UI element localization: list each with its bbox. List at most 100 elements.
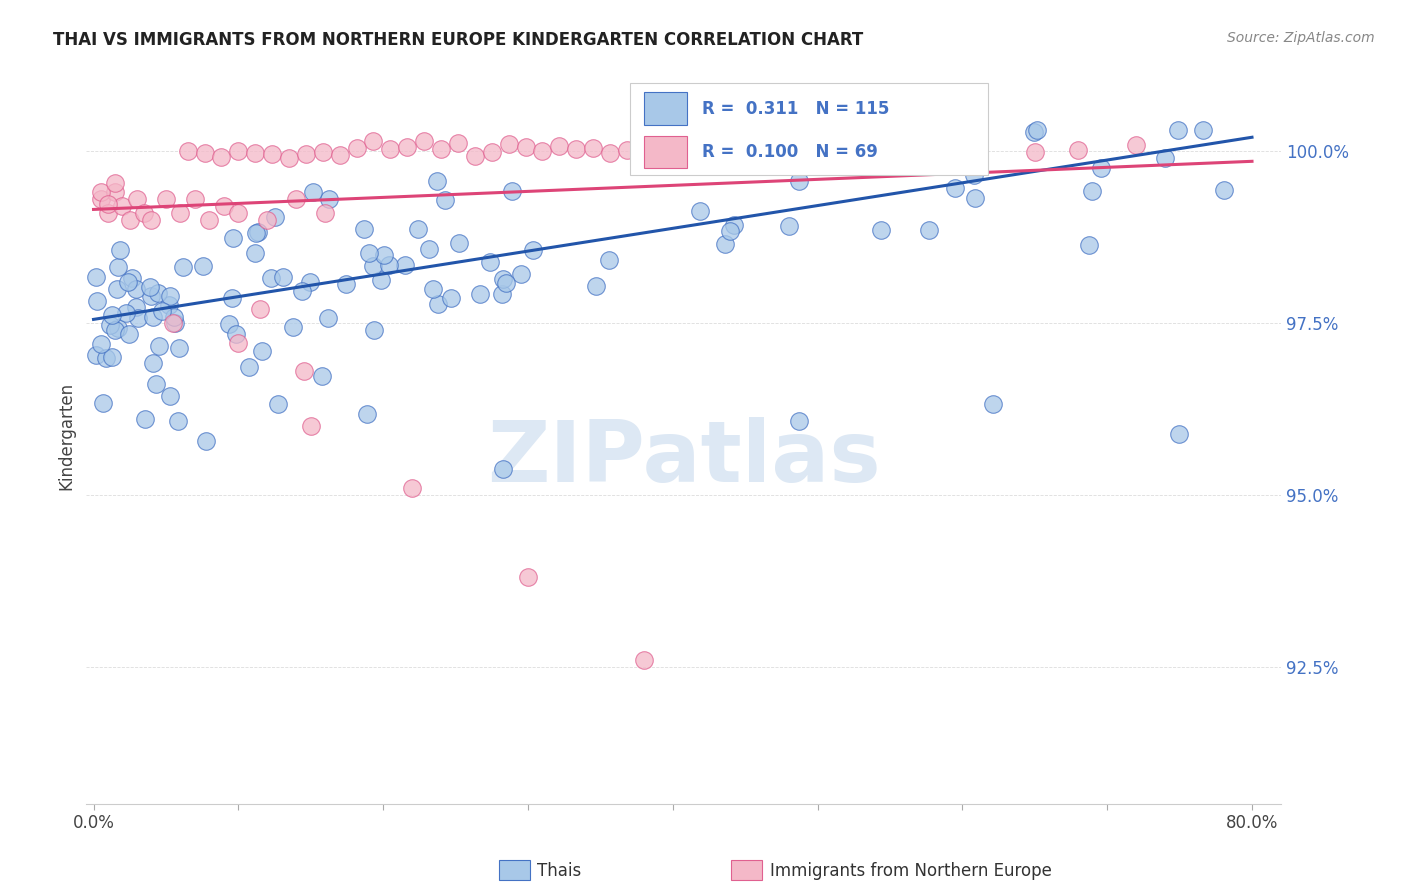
Point: [585, 279, 607, 293]
Point: [501, 185, 523, 199]
Point: [212, 199, 235, 213]
Point: [218, 317, 240, 331]
Point: [107, 321, 129, 335]
Point: [1212, 183, 1234, 197]
Point: [141, 289, 163, 303]
Point: [440, 291, 463, 305]
Point: [495, 276, 517, 290]
Point: [142, 355, 165, 369]
Point: [141, 212, 163, 227]
Point: [291, 285, 314, 299]
Text: THAI VS IMMIGRANTS FROM NORTHERN EUROPE KINDERGARTEN CORRELATION CHART: THAI VS IMMIGRANTS FROM NORTHERN EUROPE …: [53, 31, 863, 49]
Point: [897, 153, 920, 167]
Point: [548, 139, 571, 153]
Point: [363, 323, 385, 337]
Point: [145, 376, 167, 391]
Point: [267, 396, 290, 410]
Point: [835, 130, 858, 145]
Point: [434, 193, 457, 207]
Point: [380, 142, 402, 156]
Point: [479, 254, 502, 268]
Point: [159, 389, 181, 403]
Point: [245, 146, 267, 161]
Point: [115, 306, 138, 320]
Point: [91, 396, 114, 410]
Point: [249, 302, 271, 317]
Point: [90, 336, 112, 351]
Point: [329, 147, 352, 161]
Point: [1090, 161, 1112, 176]
Point: [633, 142, 655, 156]
Point: [963, 169, 986, 183]
Text: ZIPatlas: ZIPatlas: [486, 417, 880, 500]
Point: [565, 142, 588, 156]
Point: [318, 192, 340, 206]
Y-axis label: Kindergarten: Kindergarten: [58, 382, 75, 491]
Point: [377, 258, 399, 272]
Point: [256, 212, 278, 227]
Point: [449, 235, 471, 250]
Point: [172, 260, 194, 274]
Point: [718, 224, 741, 238]
Point: [1168, 426, 1191, 441]
Point: [492, 271, 515, 285]
Point: [104, 323, 127, 337]
Point: [134, 411, 156, 425]
Point: [86, 269, 108, 284]
Point: [515, 140, 537, 154]
Point: [690, 146, 713, 161]
Point: [689, 204, 711, 219]
Point: [531, 144, 554, 158]
Point: [292, 364, 315, 378]
Point: [298, 275, 321, 289]
Point: [498, 136, 520, 151]
Point: [353, 222, 375, 236]
Point: [225, 326, 247, 341]
Point: [246, 225, 269, 239]
Point: [879, 151, 901, 165]
Point: [163, 310, 186, 324]
Point: [394, 258, 416, 272]
Point: [363, 135, 385, 149]
Point: [157, 298, 180, 312]
Point: [193, 260, 215, 274]
Point: [86, 293, 108, 308]
Point: [316, 311, 339, 326]
Point: [148, 285, 170, 300]
Point: [714, 236, 737, 251]
Point: [1125, 137, 1147, 152]
Point: [481, 145, 503, 159]
Point: [645, 156, 668, 170]
Point: [491, 286, 513, 301]
Point: [97, 197, 120, 211]
Point: [1067, 143, 1090, 157]
Point: [118, 326, 141, 341]
Point: [152, 304, 174, 318]
Text: Thais: Thais: [537, 862, 581, 880]
Point: [1167, 123, 1189, 137]
Point: [127, 310, 149, 325]
Point: [950, 149, 973, 163]
Point: [359, 245, 381, 260]
Point: [228, 336, 250, 351]
Point: [259, 270, 281, 285]
Point: [598, 252, 620, 267]
Point: [90, 185, 112, 199]
Point: [1025, 123, 1047, 137]
Point: [193, 145, 215, 160]
Point: [198, 212, 221, 227]
Point: [426, 174, 449, 188]
Point: [356, 408, 378, 422]
Point: [361, 259, 384, 273]
Point: [134, 206, 156, 220]
Point: [98, 318, 121, 332]
Point: [105, 281, 128, 295]
Point: [778, 219, 800, 233]
Point: [787, 173, 810, 187]
Point: [311, 369, 333, 384]
Point: [633, 653, 655, 667]
Point: [162, 316, 184, 330]
Point: [426, 297, 449, 311]
Point: [918, 223, 941, 237]
Point: [148, 339, 170, 353]
